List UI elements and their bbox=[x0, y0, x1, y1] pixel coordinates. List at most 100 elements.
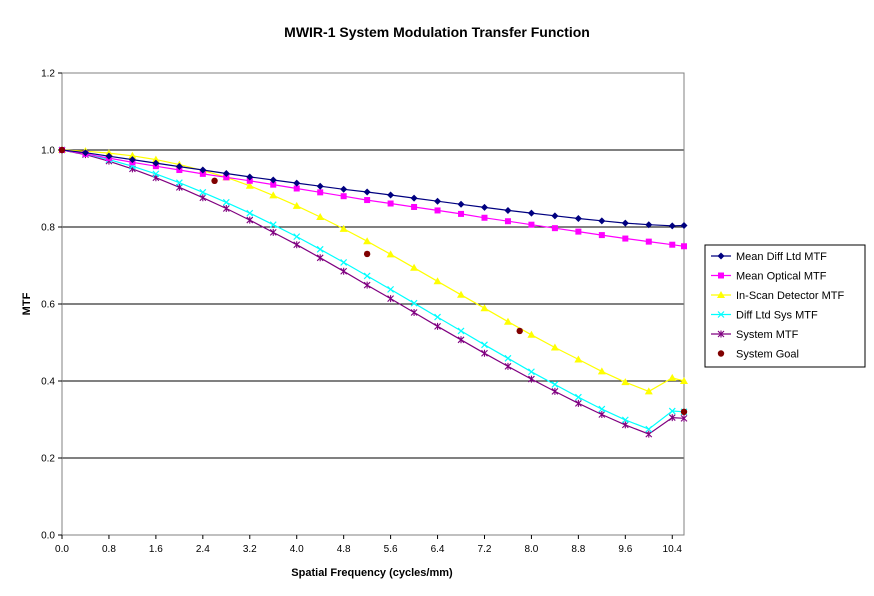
data-point bbox=[680, 414, 688, 422]
x-tick-label: 4.0 bbox=[290, 544, 304, 555]
data-point bbox=[363, 237, 372, 245]
data-point bbox=[293, 179, 301, 187]
legend-entry: System Goal bbox=[717, 349, 799, 361]
x-tick-label: 0.8 bbox=[102, 544, 116, 555]
data-point bbox=[223, 174, 230, 181]
data-point bbox=[316, 212, 325, 220]
legend-marker bbox=[717, 311, 725, 318]
data-point bbox=[528, 368, 535, 376]
data-point bbox=[644, 387, 653, 395]
series-layer bbox=[58, 146, 688, 438]
data-point bbox=[152, 170, 160, 178]
goal-point bbox=[363, 250, 371, 258]
data-point bbox=[387, 295, 394, 303]
chart-title: MWIR-1 System Modulation Transfer Functi… bbox=[284, 24, 590, 40]
series-line bbox=[61, 149, 685, 430]
y-axis-label: MTF bbox=[21, 292, 33, 315]
data-point bbox=[645, 430, 653, 438]
data-point bbox=[269, 176, 277, 184]
data-point bbox=[410, 308, 418, 316]
data-point bbox=[458, 210, 465, 217]
series-3 bbox=[58, 146, 688, 395]
data-point bbox=[387, 285, 395, 293]
data-point bbox=[363, 188, 371, 196]
x-tick-label: 1.6 bbox=[149, 544, 163, 555]
data-point bbox=[527, 330, 536, 338]
data-point bbox=[598, 217, 606, 225]
data-point bbox=[434, 197, 442, 205]
data-point bbox=[199, 194, 207, 202]
data-point bbox=[621, 378, 630, 386]
x-tick-label: 7.2 bbox=[478, 544, 492, 555]
data-point bbox=[527, 209, 535, 217]
y-tick-label: 0.8 bbox=[41, 223, 55, 234]
data-point bbox=[574, 393, 582, 401]
legend-entry: Mean Optical MTF bbox=[711, 271, 827, 283]
data-point bbox=[199, 166, 207, 174]
y-tick-label: 0.2 bbox=[41, 454, 55, 465]
series-2 bbox=[59, 147, 687, 250]
legend-label: In-Scan Detector MTF bbox=[736, 290, 844, 302]
data-point bbox=[246, 209, 254, 217]
data-point bbox=[669, 241, 676, 248]
data-point bbox=[222, 198, 230, 206]
legend-marker bbox=[717, 350, 725, 357]
data-point bbox=[245, 181, 254, 189]
data-point bbox=[81, 149, 89, 157]
data-point bbox=[457, 327, 465, 335]
data-point bbox=[269, 228, 277, 236]
data-point bbox=[316, 254, 324, 262]
data-point bbox=[175, 179, 183, 187]
grid-lines bbox=[61, 72, 684, 536]
goal-point bbox=[58, 146, 66, 154]
data-point bbox=[551, 212, 559, 220]
legend-box bbox=[704, 244, 866, 368]
series-1 bbox=[58, 146, 688, 230]
data-point bbox=[645, 425, 653, 433]
data-point bbox=[270, 181, 277, 188]
data-point bbox=[574, 399, 582, 407]
goal-point bbox=[211, 177, 218, 184]
data-point bbox=[175, 163, 183, 171]
data-point bbox=[575, 228, 582, 235]
data-point bbox=[574, 355, 583, 363]
data-point bbox=[128, 156, 136, 164]
series-system-goal bbox=[58, 146, 688, 415]
data-point bbox=[598, 410, 606, 418]
data-point bbox=[551, 387, 559, 395]
legend-entry: Diff Ltd Sys MTF bbox=[711, 310, 818, 322]
x-tick-label: 6.4 bbox=[431, 544, 445, 555]
data-point bbox=[681, 243, 687, 250]
data-point bbox=[340, 267, 348, 275]
data-point bbox=[293, 233, 301, 241]
legend-entry: System MTF bbox=[711, 329, 799, 341]
data-point bbox=[528, 221, 535, 228]
x-tick-label: 0.0 bbox=[55, 544, 69, 555]
data-point bbox=[597, 367, 606, 375]
data-point bbox=[222, 169, 230, 177]
goal-point bbox=[516, 327, 523, 335]
data-point bbox=[550, 343, 559, 351]
data-point bbox=[434, 313, 441, 321]
data-point bbox=[128, 151, 137, 159]
data-point bbox=[246, 177, 253, 184]
y-tick-label: 0.6 bbox=[41, 300, 55, 311]
data-point bbox=[293, 241, 301, 249]
data-point bbox=[528, 375, 535, 383]
data-point bbox=[668, 407, 676, 415]
x-axis-label: Spatial Frequency (cycles/mm) bbox=[291, 567, 453, 579]
data-point bbox=[410, 299, 418, 307]
data-point bbox=[480, 304, 489, 312]
y-tick-label: 0.4 bbox=[41, 377, 55, 388]
x-tick-label: 4.8 bbox=[337, 544, 351, 555]
data-point bbox=[434, 322, 441, 330]
x-tick-label: 2.4 bbox=[196, 544, 210, 555]
data-point bbox=[668, 373, 677, 381]
data-point bbox=[387, 200, 394, 207]
legend-label: Mean Optical MTF bbox=[736, 271, 827, 283]
legend-label: System Goal bbox=[736, 349, 799, 361]
data-point bbox=[622, 235, 629, 242]
data-point bbox=[199, 188, 207, 196]
data-point bbox=[152, 159, 160, 167]
data-point bbox=[480, 203, 488, 211]
